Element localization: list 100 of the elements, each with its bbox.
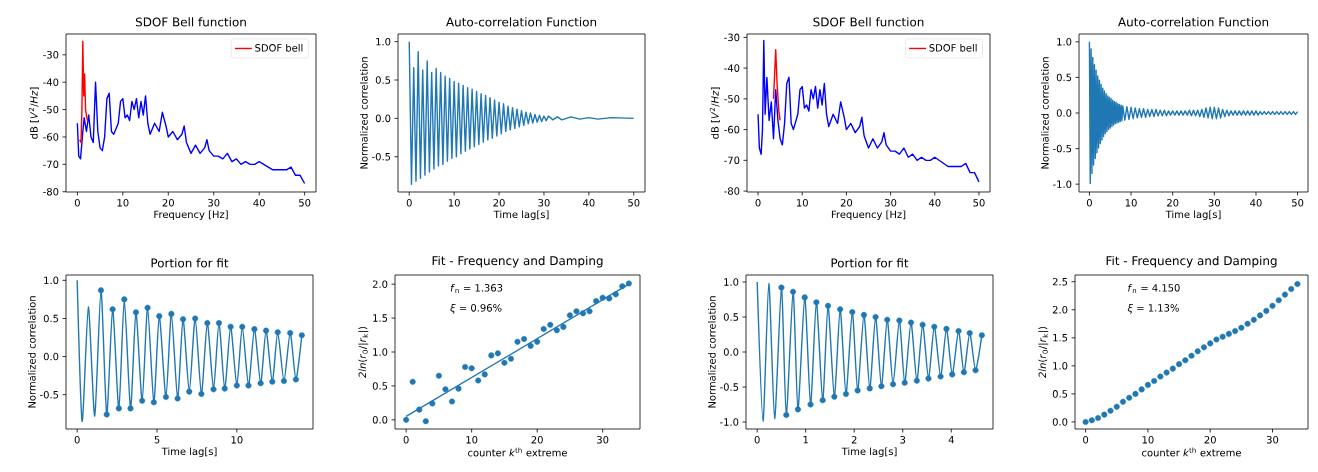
point [139, 397, 146, 404]
point [455, 385, 462, 392]
line-series [1088, 41, 1299, 185]
point [1119, 398, 1126, 405]
point [1088, 417, 1095, 424]
point [872, 314, 879, 320]
x-tick-label: 30 [1208, 199, 1221, 207]
x-tick-label: 30 [597, 436, 609, 444]
y-tick-label: 0.0 [723, 348, 739, 356]
point [619, 283, 626, 290]
point [162, 393, 169, 400]
point [612, 291, 619, 298]
point [580, 310, 587, 317]
point [269, 378, 276, 385]
point [97, 287, 104, 294]
point [132, 309, 139, 316]
point [1188, 352, 1195, 359]
x-tick-label: 0 [403, 436, 409, 444]
point [966, 330, 973, 337]
y-axis-title: Normalized correlation [707, 296, 716, 408]
x-tick-label: 10 [448, 199, 460, 207]
point [908, 319, 914, 326]
point [1238, 324, 1245, 331]
point [606, 295, 613, 302]
point [204, 320, 211, 327]
point [586, 308, 593, 315]
y-axis-title: dB [V$^{2}$/Hz] [709, 87, 720, 139]
point [292, 376, 299, 383]
point [274, 329, 281, 336]
point [1163, 369, 1170, 376]
x-axis-title: counter k$^{th}$ extreme [1142, 447, 1241, 457]
point [547, 321, 554, 328]
x-tick-label: 50 [299, 199, 311, 207]
x-tick-label: 10 [117, 199, 129, 207]
y-tick-label: -30 [43, 51, 59, 59]
x-tick-label: 20 [493, 199, 505, 207]
point [1144, 381, 1151, 388]
x-tick-label: 1 [803, 436, 808, 444]
chart-title: Auto-correlation Function [446, 17, 597, 27]
point [566, 312, 573, 319]
point [931, 323, 938, 330]
y-tick-label: -50 [724, 95, 740, 103]
point [593, 298, 600, 305]
x-tick-label: 0 [74, 436, 80, 444]
point [842, 391, 849, 397]
point [1126, 394, 1133, 401]
point [1213, 336, 1220, 343]
x-tick-label: 10 [1142, 436, 1154, 444]
point [978, 332, 985, 339]
point [1288, 286, 1295, 293]
point [435, 372, 442, 379]
point [1095, 415, 1102, 422]
point [109, 306, 116, 313]
point [794, 406, 801, 413]
y-tick-label: 1.0 [724, 278, 739, 286]
x-tick-label: 40 [1250, 199, 1262, 207]
point [825, 302, 832, 309]
y-tick-label: 1.5 [373, 314, 388, 322]
point [1207, 340, 1214, 347]
point [1082, 418, 1089, 425]
y-tick-label: -70 [43, 160, 59, 169]
x-tick-label: 20 [162, 199, 174, 207]
point [198, 390, 205, 397]
y-tick-label: 1.0 [373, 348, 388, 356]
point [819, 397, 826, 404]
point [280, 377, 287, 384]
point [849, 309, 856, 316]
y-tick-label: 0.0 [1052, 418, 1068, 426]
point [144, 304, 151, 311]
y-tick-label: 0.5 [43, 314, 59, 323]
point [949, 371, 956, 378]
point [263, 327, 270, 334]
x-tick-label: 20 [531, 436, 543, 444]
y-tick-label: -60 [724, 125, 740, 134]
point [416, 406, 423, 413]
x-tick-label: 50 [973, 199, 985, 207]
point [210, 386, 217, 393]
point [1138, 386, 1145, 393]
x-tick-label: 2 [851, 436, 857, 444]
point [837, 306, 844, 313]
point [1219, 333, 1226, 340]
legend-label: SDOF bell [255, 43, 303, 52]
chart-title: Portion for fit [831, 258, 909, 268]
y-tick-label: -0.5 [1053, 144, 1072, 153]
y-tick-label: 0.5 [372, 382, 388, 390]
x-axis-title: Frequency [Hz] [831, 210, 906, 221]
y-tick-label: 1.0 [376, 37, 391, 46]
y-tick-label: 2.0 [372, 280, 388, 288]
point [860, 311, 867, 318]
y-axis-title: Normalized correlation [27, 296, 36, 408]
point [1281, 291, 1288, 298]
y-tick-label: 0.5 [375, 76, 391, 84]
x-tick-label: 50 [628, 199, 640, 207]
point [783, 412, 790, 418]
y-tick-label: -50 [43, 105, 59, 114]
point [298, 332, 305, 339]
point [174, 395, 181, 402]
point [1151, 378, 1158, 384]
point [1275, 297, 1282, 304]
point [599, 294, 606, 301]
